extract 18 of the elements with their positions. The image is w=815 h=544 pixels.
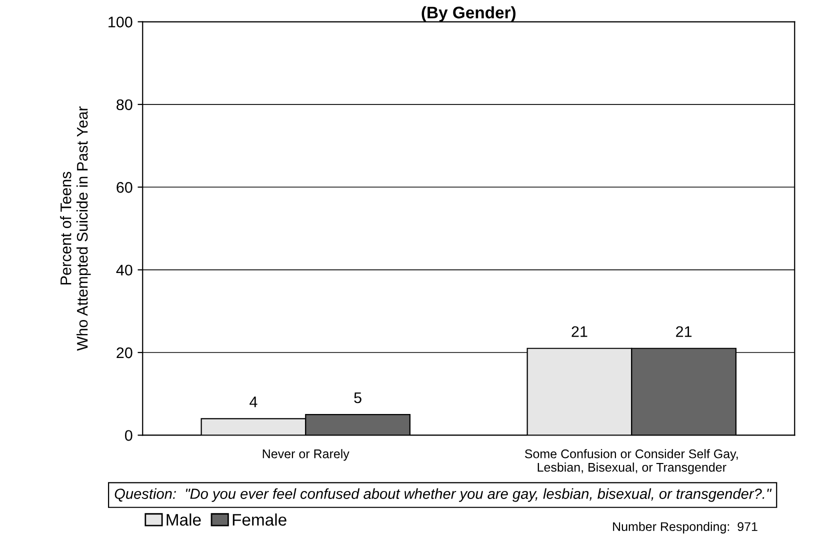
chart-title: (By Gender) <box>422 6 516 22</box>
y-axis-title: Percent of Teens Who Attempted Suicide in Past Year <box>60 106 91 351</box>
text: Question: "Do you ever feel confused about whether you are gay, lesbian, bisexual, or transgender?." <box>114 488 772 502</box>
data-label: 21 <box>572 326 588 337</box>
legend-label: Male <box>166 513 201 526</box>
data-label: 21 <box>676 326 692 337</box>
data-label: 4 <box>250 396 258 408</box>
legend-label: Female <box>232 513 286 526</box>
text: Number Responding: 971 <box>613 522 758 534</box>
y-tick-label: 100 <box>108 16 132 28</box>
x-tick-label: Never or Rarely <box>262 449 350 461</box>
y-tick-label: 0 <box>125 430 132 441</box>
y-tick-label: 60 <box>116 182 132 193</box>
data-label: 5 <box>354 392 362 404</box>
y-tick-label: 40 <box>116 264 132 276</box>
x-tick-label: Some Confusion or Consider Self Gay, Lesbian, Bisexual, or Transgender <box>524 449 738 474</box>
y-tick-label: 80 <box>116 99 132 110</box>
y-tick-label: 20 <box>116 347 132 358</box>
